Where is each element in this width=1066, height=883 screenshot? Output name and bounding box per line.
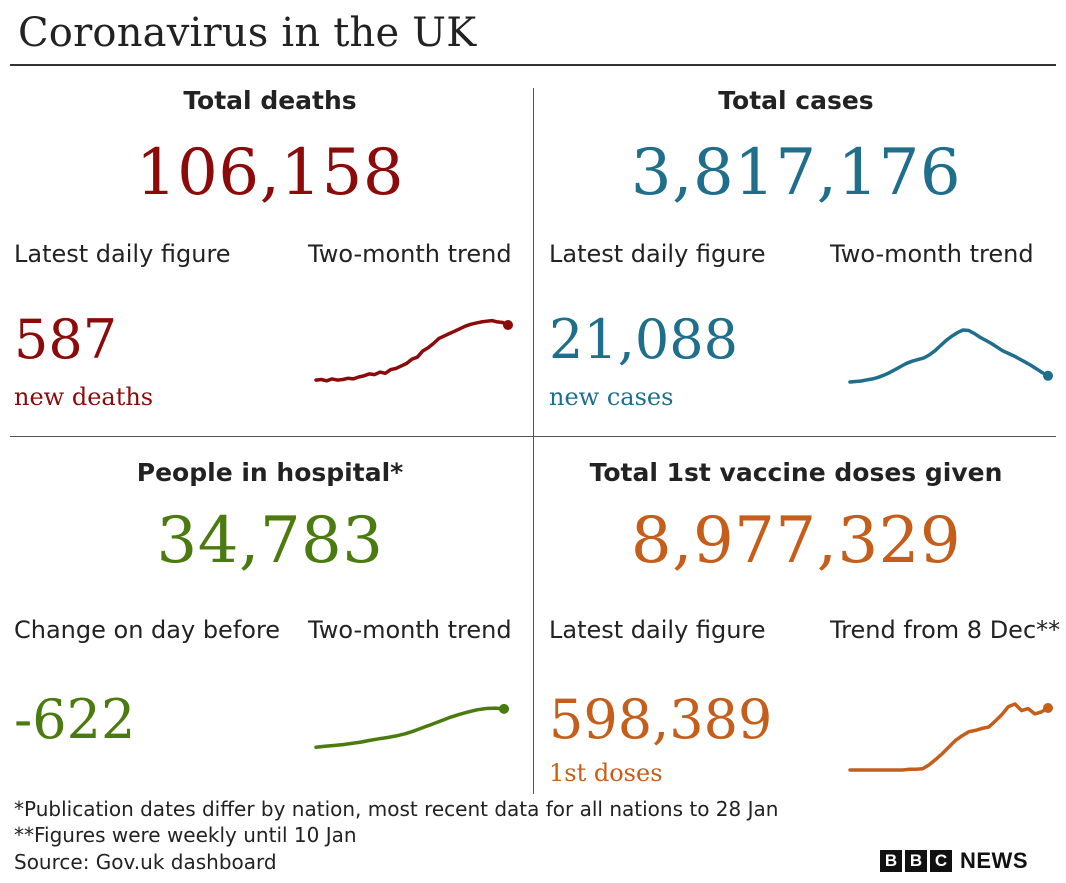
hospital-change-label: Change on day before (14, 616, 281, 644)
horizontal-divider (10, 436, 1056, 437)
logo-word: NEWS (960, 848, 1028, 873)
deaths-total: 106,158 (135, 136, 405, 210)
vaccine-daily-value: 598,389 (549, 688, 773, 751)
hospital-trend-chart (314, 703, 509, 749)
logo-letter: B (905, 850, 927, 872)
vaccine-daily-label: Latest daily figure (549, 616, 766, 644)
logo-letter: C (930, 850, 952, 872)
trend-end-point (503, 320, 513, 330)
deaths-daily-label: Latest daily figure (14, 240, 231, 268)
cases-heading: Total cases (718, 86, 874, 115)
deaths-trend-label: Two-month trend (308, 240, 512, 268)
bbc-news-logo: B B C NEWS (880, 848, 1028, 874)
trend-line (314, 318, 510, 383)
footnote-source: Source: Gov.uk dashboard (14, 850, 277, 874)
hospital-total: 34,783 (156, 504, 384, 578)
page-title: Coronavirus in the UK (18, 10, 477, 56)
vaccine-total: 8,977,329 (630, 504, 962, 578)
hospital-trend-label: Two-month trend (308, 616, 512, 644)
trend-line (848, 702, 1050, 772)
cases-total: 3,817,176 (630, 136, 962, 210)
title-divider (10, 64, 1056, 66)
cases-daily-unit: new cases (549, 383, 674, 411)
trend-line (314, 706, 506, 749)
hospital-change-value: -622 (14, 688, 136, 751)
vaccine-trend-label: Trend from 8 Dec** (830, 616, 1061, 644)
cases-daily-value: 21,088 (549, 308, 738, 371)
cases-trend-label: Two-month trend (830, 240, 1034, 268)
trend-line (848, 328, 1050, 384)
vaccine-heading: Total 1st vaccine doses given (589, 458, 1003, 487)
deaths-daily-value: 587 (14, 308, 118, 371)
deaths-daily-unit: new deaths (14, 383, 154, 411)
logo-letter: B (880, 850, 902, 872)
trend-end-point (499, 703, 509, 714)
cases-daily-label: Latest daily figure (549, 240, 766, 268)
footnote-publication: *Publication dates differ by nation, mos… (14, 797, 779, 821)
vaccine-trend-chart (848, 702, 1053, 772)
deaths-trend-chart (314, 318, 513, 383)
cases-trend-chart (848, 328, 1053, 384)
trend-end-point (1043, 703, 1053, 713)
trend-end-point (1043, 370, 1053, 381)
deaths-heading: Total deaths (183, 86, 357, 115)
hospital-heading: People in hospital* (136, 458, 404, 487)
vaccine-daily-unit: 1st doses (549, 759, 663, 787)
vertical-divider (533, 88, 534, 794)
footnote-weekly: **Figures were weekly until 10 Jan (14, 823, 357, 847)
